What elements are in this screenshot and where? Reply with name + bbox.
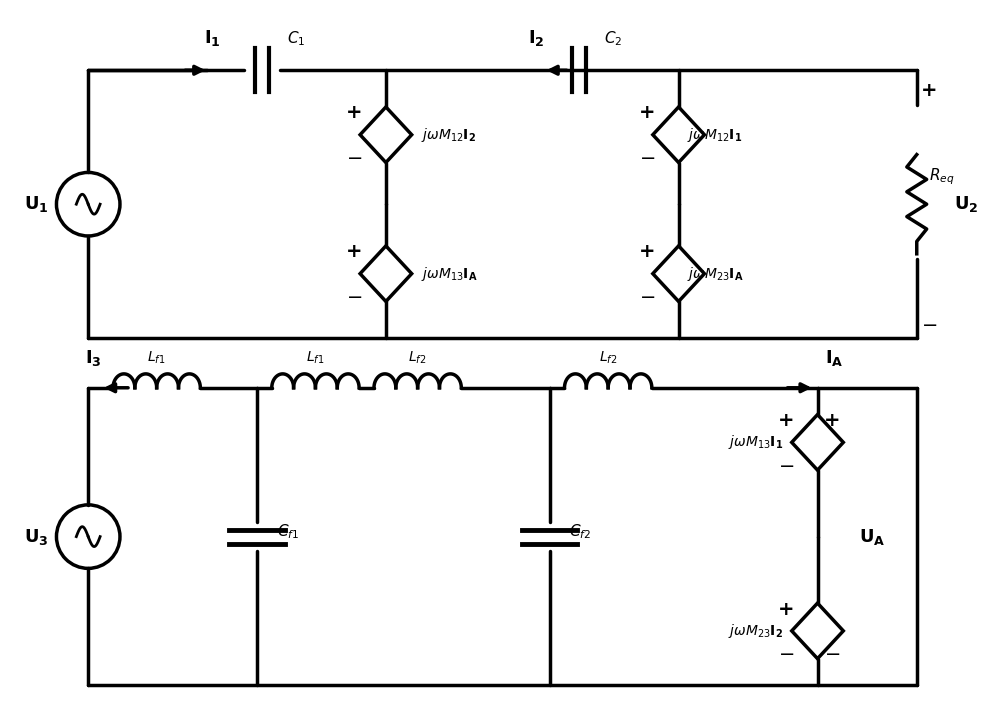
Text: $L_{f1}$: $L_{f1}$ [306,350,325,366]
Text: $\mathbf{I_2}$: $\mathbf{I_2}$ [528,29,545,48]
Text: $\mathbf{I_A}$: $\mathbf{I_A}$ [825,348,844,368]
Text: $C_{f1}$: $C_{f1}$ [277,522,299,541]
Text: $\mathbf{I_3}$: $\mathbf{I_3}$ [85,348,102,368]
Text: $\mathbf{U_2}$: $\mathbf{U_2}$ [954,194,979,214]
Text: +: + [824,411,841,430]
Text: $-$: $-$ [639,286,655,305]
Text: $j\omega M_{23}\mathbf{I_2}$: $j\omega M_{23}\mathbf{I_2}$ [728,622,783,640]
Text: $C_{f2}$: $C_{f2}$ [569,522,592,541]
Text: +: + [346,243,362,261]
Text: $L_{f2}$: $L_{f2}$ [599,350,617,366]
Text: $L_{f1}$: $L_{f1}$ [147,350,166,366]
Text: +: + [778,600,794,618]
Text: $-$: $-$ [639,147,655,166]
Text: $-$: $-$ [346,286,362,305]
Text: $\mathbf{I_1}$: $\mathbf{I_1}$ [204,29,221,48]
Text: $\mathbf{U_A}$: $\mathbf{U_A}$ [859,526,886,546]
Text: $\mathbf{U_3}$: $\mathbf{U_3}$ [24,526,49,546]
Text: $-$: $-$ [824,643,841,662]
Text: $\mathbf{U_1}$: $\mathbf{U_1}$ [24,194,49,214]
Text: $C_2$: $C_2$ [604,29,623,48]
Text: $j\omega M_{13}\mathbf{I_1}$: $j\omega M_{13}\mathbf{I_1}$ [728,434,783,452]
Text: $-$: $-$ [778,643,794,662]
Text: $L_{f2}$: $L_{f2}$ [408,350,427,366]
Text: $R_{eq}$: $R_{eq}$ [929,166,954,187]
Text: $-$: $-$ [346,147,362,166]
Text: +: + [920,80,937,100]
Text: +: + [639,243,655,261]
Text: $j\omega M_{13}\mathbf{I_A}$: $j\omega M_{13}\mathbf{I_A}$ [421,265,477,283]
Text: $j\omega M_{12}\mathbf{I_2}$: $j\omega M_{12}\mathbf{I_2}$ [421,126,476,144]
Text: $C_1$: $C_1$ [287,29,305,48]
Text: $j\omega M_{23}\mathbf{I_A}$: $j\omega M_{23}\mathbf{I_A}$ [687,265,743,283]
Text: $-$: $-$ [778,454,794,474]
Text: $-$: $-$ [921,314,937,332]
Text: +: + [639,103,655,122]
Text: +: + [346,103,362,122]
Text: $j\omega M_{12}\mathbf{I_1}$: $j\omega M_{12}\mathbf{I_1}$ [687,126,742,144]
Text: +: + [778,411,794,430]
